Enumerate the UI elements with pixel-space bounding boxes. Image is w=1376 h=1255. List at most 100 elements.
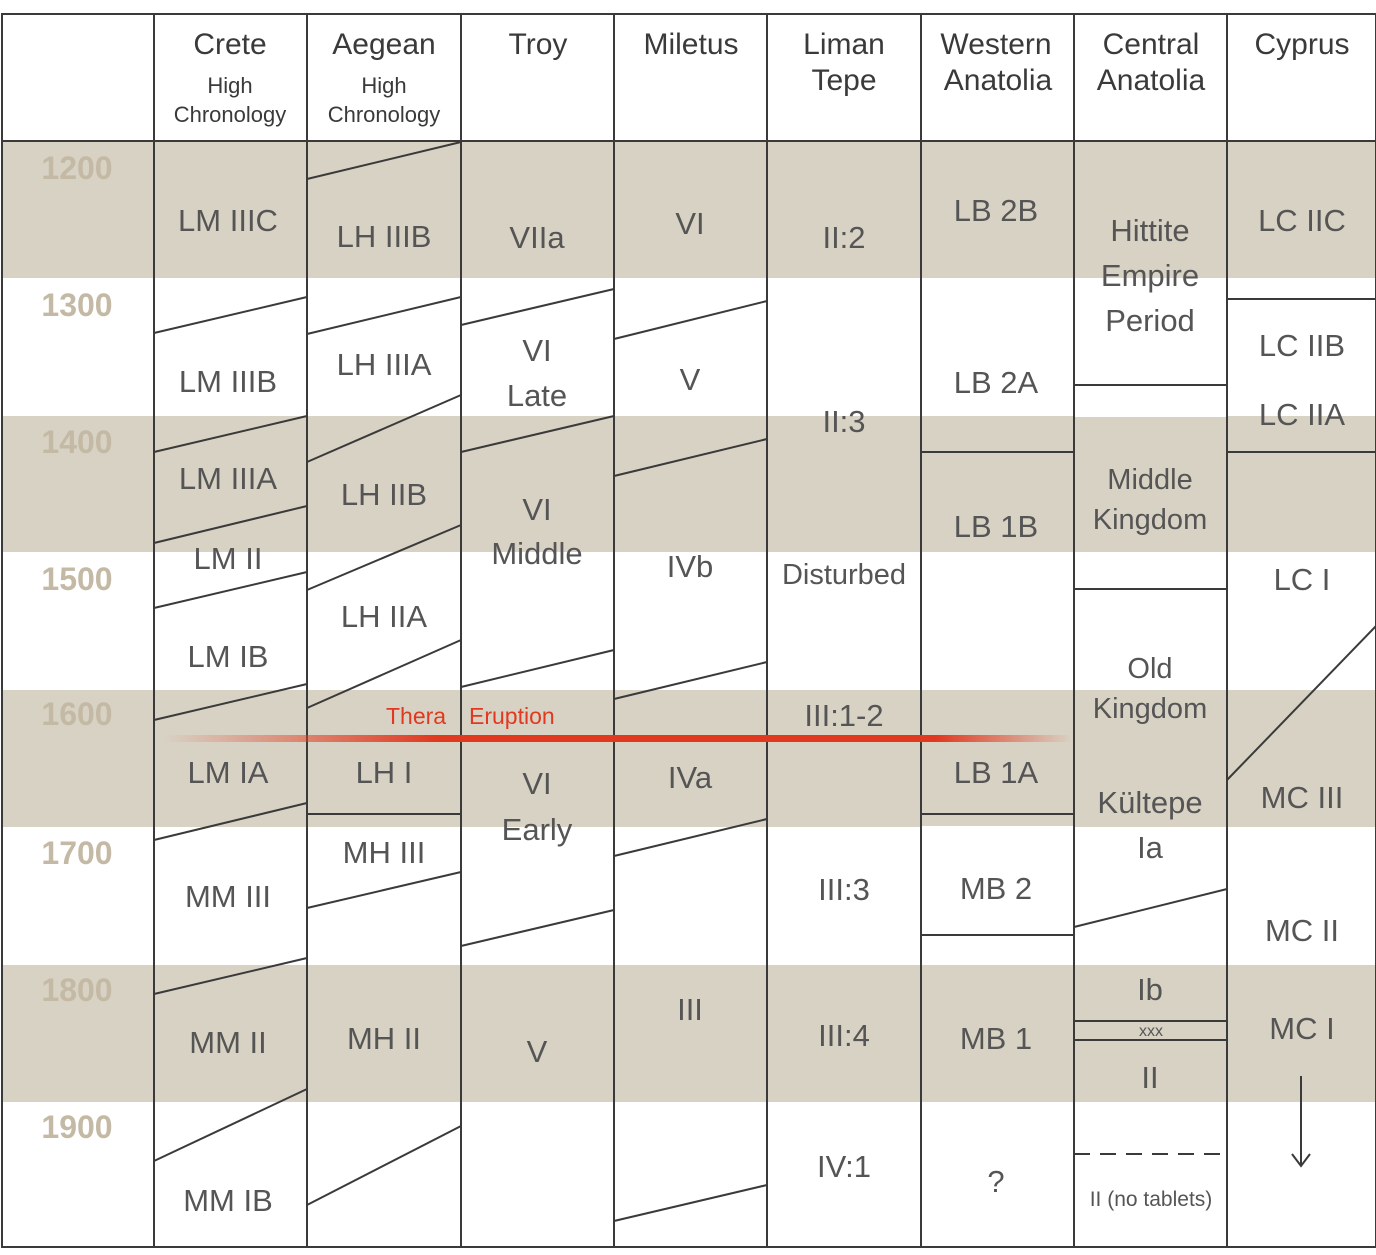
period-label: MC I — [1269, 1011, 1334, 1046]
period-label: xxx — [1139, 1023, 1163, 1040]
period-label: Late — [507, 378, 567, 413]
period-label: II — [1141, 1060, 1158, 1095]
period-label: LH IIA — [341, 599, 427, 634]
period-label: Hittite — [1110, 213, 1189, 248]
period-label: Middle — [1107, 464, 1192, 496]
period-label: III:3 — [818, 872, 870, 907]
west-white-block-2 — [921, 826, 1075, 936]
period-label: IV:1 — [817, 1149, 871, 1184]
band-1400 — [2, 416, 1376, 552]
period-label: Kültepe — [1097, 785, 1202, 820]
period-label: VI — [522, 766, 551, 801]
period-label: Kingdom — [1093, 693, 1207, 725]
period-label: VI — [522, 492, 551, 527]
miletus-boundaries — [613, 300, 768, 1222]
band-1200 — [2, 142, 1376, 278]
period-label: MC II — [1265, 913, 1339, 948]
miletus-periods: VI V IVb IVa III — [667, 206, 714, 1027]
west-periods: LB 2B LB 2A LB 1B LB 1A MB 2 MB 1 ? — [954, 193, 1039, 1199]
period-label: LH IIIA — [337, 347, 432, 382]
year-label: 1600 — [41, 696, 112, 732]
crete-boundaries — [153, 296, 308, 1162]
header-liman-2: Tepe — [811, 64, 876, 97]
period-label: Middle — [491, 536, 582, 571]
period-label: Period — [1105, 303, 1195, 338]
period-label: LB 2A — [954, 365, 1039, 400]
header-west-2: Anatolia — [944, 64, 1053, 97]
period-label: LB 1A — [954, 755, 1039, 790]
crete-periods: LM IIIC LM IIIB LM IIIA LM II LM IB LM I… — [178, 203, 278, 1218]
period-label: MM II — [189, 1025, 267, 1060]
period-label: V — [680, 362, 701, 397]
period-label: LC IIC — [1258, 203, 1346, 238]
period-label: LM IIIA — [179, 461, 278, 496]
period-label: MH II — [347, 1021, 421, 1056]
year-label: 1700 — [41, 835, 112, 871]
column-headers: Crete High Chronology Aegean High Chrono… — [174, 28, 1350, 127]
period-label: MB 2 — [960, 871, 1032, 906]
header-miletus: Miletus — [643, 28, 738, 61]
period-label: MM III — [185, 879, 271, 914]
year-label: 1900 — [41, 1109, 112, 1145]
troy-boundaries — [460, 288, 615, 947]
period-label: VIIa — [509, 220, 565, 255]
central-boundaries — [1073, 384, 1228, 1155]
period-label: ? — [987, 1164, 1004, 1199]
period-label: LM II — [194, 541, 263, 576]
period-label: II:3 — [822, 404, 865, 439]
year-label: 1500 — [41, 561, 112, 597]
troy-periods: VIIa VI Late VI Middle VI Early V — [491, 220, 582, 1069]
period-label: II (no tablets) — [1090, 1188, 1213, 1211]
grid-lines — [1, 13, 1376, 1248]
west-boundaries — [921, 451, 1074, 936]
period-label: LC IIB — [1259, 328, 1345, 363]
header-aegean: Aegean — [332, 28, 435, 61]
central-white-block — [1075, 385, 1227, 417]
period-label: LM IIIC — [178, 203, 278, 238]
west-white-block — [921, 552, 1075, 690]
period-label: LM IA — [188, 755, 269, 790]
period-label: LH IIB — [341, 477, 427, 512]
period-label: LH I — [356, 755, 413, 790]
period-label: MM IB — [183, 1183, 273, 1218]
year-label: 1300 — [41, 287, 112, 323]
period-label: LM IB — [188, 639, 269, 674]
header-central: Central — [1103, 28, 1200, 61]
period-label: LM IIIB — [179, 364, 277, 399]
period-label: Kingdom — [1093, 504, 1207, 536]
period-label: IVb — [667, 549, 714, 584]
header-aegean-sub2: Chronology — [328, 102, 441, 127]
period-label: V — [527, 1034, 548, 1069]
header-aegean-sub1: High — [361, 73, 406, 98]
period-label: Ib — [1137, 972, 1163, 1007]
period-label: III — [677, 992, 703, 1027]
cyprus-periods: LC IIC LC IIB LC IIA LC I MC III MC II M… — [1258, 203, 1346, 1046]
header-crete-sub2: Chronology — [174, 102, 287, 127]
period-label: LB 2B — [954, 193, 1038, 228]
period-label: II:2 — [822, 220, 865, 255]
header-crete-sub1: High — [207, 73, 252, 98]
year-label: 1800 — [41, 972, 112, 1008]
century-bands — [2, 142, 1376, 1102]
thera-eruption-line — [164, 735, 1072, 742]
header-west: Western — [940, 28, 1051, 61]
period-label: LC IIA — [1259, 397, 1345, 432]
period-label: Early — [502, 812, 573, 847]
period-label: LH IIIB — [337, 219, 432, 254]
period-label: MC III — [1261, 780, 1344, 815]
header-troy: Troy — [509, 28, 568, 61]
central-periods: Hittite Empire Period Middle Kingdom Old… — [1090, 213, 1213, 1211]
period-label: Ia — [1137, 830, 1164, 865]
period-label: III:4 — [818, 1018, 870, 1053]
thera-label: Thera — [386, 703, 446, 729]
period-label: III:1-2 — [804, 698, 883, 733]
header-central-2: Anatolia — [1097, 64, 1206, 97]
period-label: VI — [522, 333, 551, 368]
down-arrow-icon — [1291, 1076, 1311, 1168]
eruption-label: Eruption — [469, 703, 555, 729]
header-cyprus: Cyprus — [1254, 28, 1349, 61]
aegean-boundaries — [306, 141, 462, 1206]
period-label: IVa — [668, 760, 713, 795]
period-label: Old — [1127, 653, 1172, 685]
